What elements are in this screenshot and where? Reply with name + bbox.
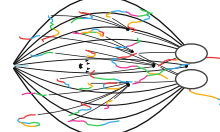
FancyArrowPatch shape <box>38 84 129 115</box>
FancyArrowPatch shape <box>15 39 188 65</box>
FancyArrowPatch shape <box>135 32 188 52</box>
FancyArrowPatch shape <box>117 49 155 65</box>
FancyArrowPatch shape <box>56 53 155 66</box>
FancyArrowPatch shape <box>15 59 188 66</box>
FancyArrowPatch shape <box>135 79 188 82</box>
FancyArrowPatch shape <box>91 81 128 83</box>
Circle shape <box>176 44 207 63</box>
FancyArrowPatch shape <box>14 68 188 120</box>
FancyArrowPatch shape <box>15 67 188 93</box>
FancyArrowPatch shape <box>139 52 188 54</box>
FancyArrowPatch shape <box>49 82 128 95</box>
FancyArrowPatch shape <box>14 68 189 132</box>
FancyArrowPatch shape <box>112 18 129 29</box>
FancyArrowPatch shape <box>139 55 188 78</box>
FancyArrowPatch shape <box>14 13 188 64</box>
FancyArrowPatch shape <box>14 68 188 105</box>
FancyArrowPatch shape <box>51 16 129 30</box>
FancyArrowPatch shape <box>14 27 188 64</box>
FancyArrowPatch shape <box>75 32 133 52</box>
FancyArrowPatch shape <box>14 0 189 64</box>
FancyArrowPatch shape <box>84 84 129 102</box>
FancyArrowPatch shape <box>88 51 155 66</box>
Circle shape <box>176 70 207 89</box>
FancyArrowPatch shape <box>114 84 130 99</box>
FancyArrowPatch shape <box>119 81 128 83</box>
FancyArrowPatch shape <box>82 12 129 30</box>
FancyArrowPatch shape <box>42 36 133 53</box>
FancyArrowPatch shape <box>161 67 188 79</box>
FancyArrowPatch shape <box>15 66 188 73</box>
FancyArrowPatch shape <box>106 37 133 52</box>
FancyArrowPatch shape <box>161 54 188 65</box>
FancyArrowPatch shape <box>71 84 129 120</box>
FancyArrowPatch shape <box>60 66 155 79</box>
